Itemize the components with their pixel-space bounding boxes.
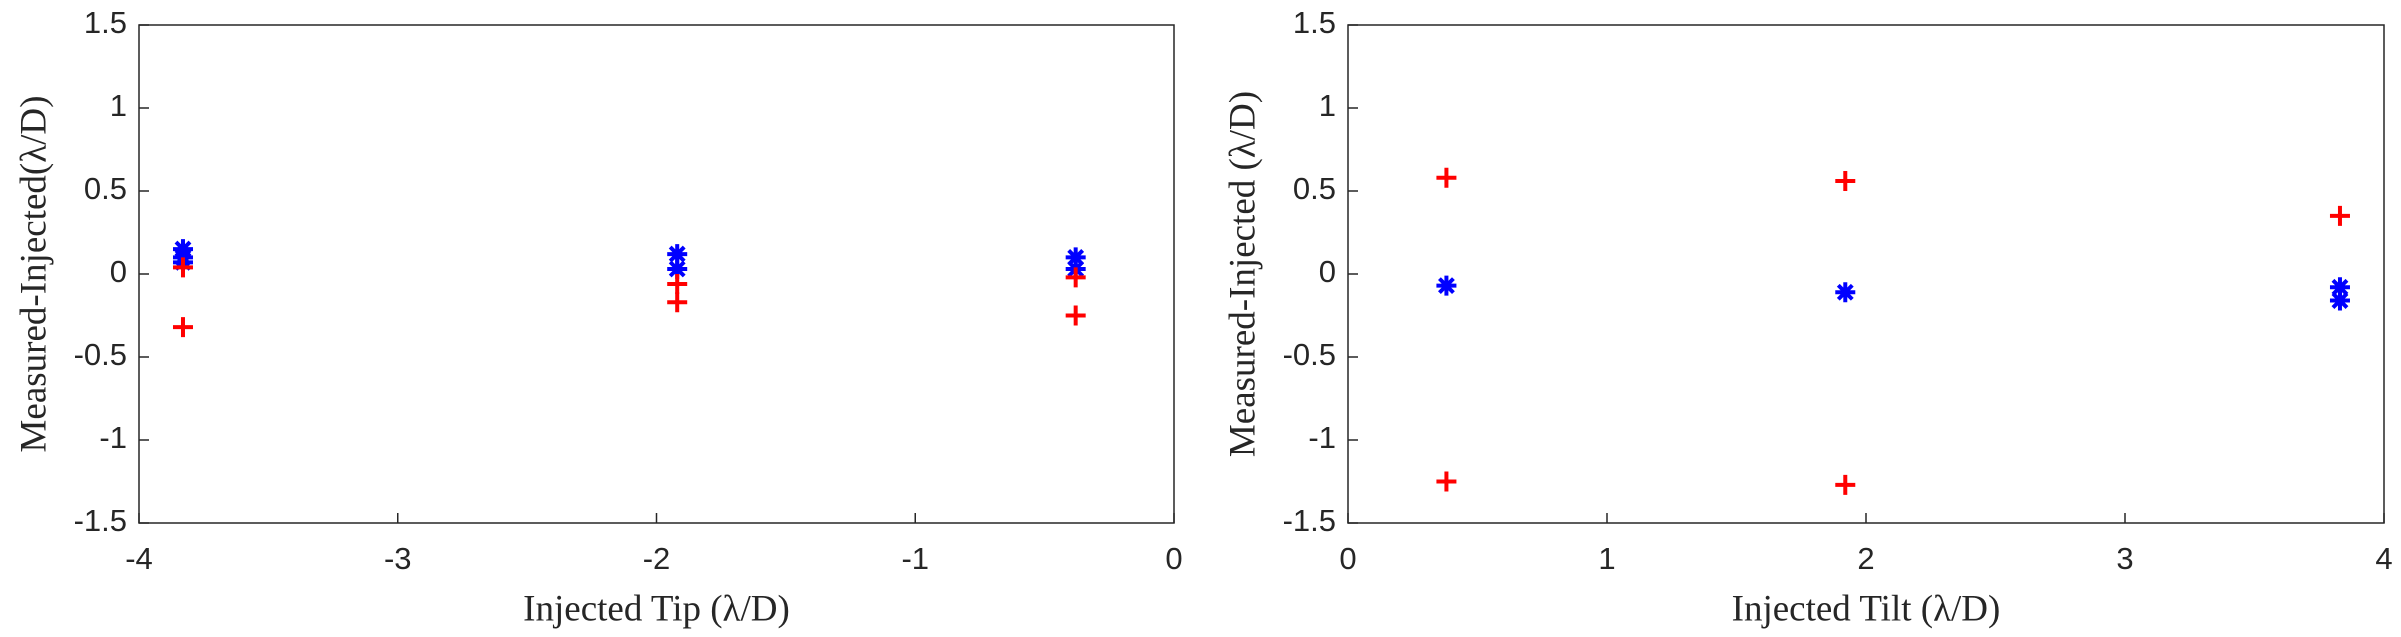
y-tick-label: 1.5 [1293, 5, 1336, 40]
point [667, 273, 688, 294]
y-tick-label: -1 [1308, 420, 1336, 455]
x-axis-label: Injected Tilt (λ/D) [1732, 588, 2001, 629]
point [1436, 275, 1457, 296]
point [667, 244, 688, 265]
x-tick-label: 0 [1165, 541, 1182, 576]
x-tick-label: 3 [2116, 541, 2133, 576]
y-axis-label: Measured-Injected (λ/D) [1222, 91, 1263, 457]
point [667, 259, 688, 280]
point [2329, 290, 2350, 311]
y-tick-label: 0.5 [84, 171, 127, 206]
point [1065, 305, 1086, 326]
point [172, 257, 193, 278]
y-tick-label: -1.5 [74, 503, 127, 538]
x-tick-label: -3 [384, 541, 412, 576]
y-tick-label: -0.5 [1283, 337, 1336, 372]
y-tick-label: 1 [110, 88, 127, 123]
x-tick-label: -1 [901, 541, 929, 576]
x-axis-label: Injected Tip (λ/D) [523, 588, 790, 629]
axes-box [1347, 24, 2385, 524]
y-axis-label: Measured-Injected(λ/D) [13, 96, 54, 453]
x-tick-label: -2 [643, 541, 671, 576]
point [172, 317, 193, 338]
x-tick-label: 1 [1598, 541, 1615, 576]
axes-box [138, 24, 1175, 524]
y-tick-label: 0 [1319, 254, 1336, 289]
y-tick-label: 0.5 [1293, 171, 1336, 206]
point [2329, 205, 2350, 226]
y-tick-label: 1.5 [84, 5, 127, 40]
y-tick-label: -1.5 [1283, 503, 1336, 538]
point [1065, 267, 1086, 288]
x-tick-label: 4 [2375, 541, 2392, 576]
point [1436, 471, 1457, 492]
point [1436, 167, 1457, 188]
point [1835, 171, 1856, 192]
point [667, 292, 688, 313]
y-tick-label: 0 [110, 254, 127, 289]
y-tick-label: -0.5 [74, 337, 127, 372]
point [1835, 282, 1856, 303]
point [1835, 474, 1856, 495]
y-tick-label: 1 [1319, 88, 1336, 123]
x-tick-label: 0 [1339, 541, 1356, 576]
y-tick-label: -1 [99, 420, 127, 455]
x-tick-label: -4 [125, 541, 153, 576]
x-tick-label: 2 [1857, 541, 1874, 576]
point [1065, 247, 1086, 268]
point [2329, 277, 2350, 298]
